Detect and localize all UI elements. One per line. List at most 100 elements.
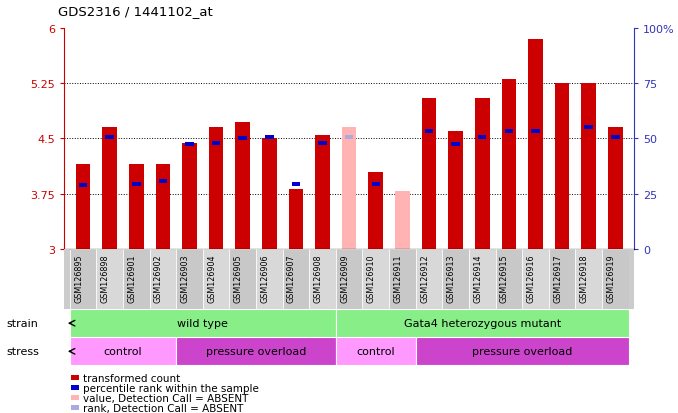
- Bar: [159, 180, 167, 184]
- Bar: [235, 123, 250, 249]
- Bar: [522, 249, 549, 309]
- Bar: [372, 183, 380, 187]
- Text: GSM126901: GSM126901: [127, 254, 136, 302]
- Bar: [185, 143, 194, 147]
- Bar: [576, 249, 602, 309]
- Bar: [105, 135, 114, 140]
- Text: GSM126912: GSM126912: [420, 254, 429, 302]
- Bar: [342, 128, 357, 249]
- Bar: [496, 249, 522, 309]
- Text: GSM126903: GSM126903: [180, 254, 189, 302]
- Text: GSM126906: GSM126906: [260, 254, 269, 302]
- Bar: [76, 165, 90, 249]
- Text: GSM126909: GSM126909: [340, 254, 349, 302]
- Bar: [64, 249, 70, 309]
- Text: GSM126919: GSM126919: [606, 254, 616, 302]
- Bar: [602, 249, 629, 309]
- Text: GSM126913: GSM126913: [447, 254, 456, 302]
- Text: GSM126914: GSM126914: [473, 254, 482, 302]
- Bar: [469, 249, 496, 309]
- Bar: [309, 249, 336, 309]
- Text: GSM126905: GSM126905: [234, 254, 243, 302]
- Text: rank, Detection Call = ABSENT: rank, Detection Call = ABSENT: [83, 403, 244, 413]
- Bar: [256, 249, 283, 309]
- Bar: [389, 249, 416, 309]
- Bar: [422, 98, 437, 249]
- Bar: [132, 183, 140, 187]
- Text: GSM126902: GSM126902: [154, 254, 163, 302]
- Text: GSM126916: GSM126916: [526, 254, 536, 302]
- Bar: [611, 135, 620, 140]
- Bar: [70, 309, 336, 337]
- Bar: [203, 249, 229, 309]
- Bar: [289, 189, 303, 249]
- Bar: [176, 337, 336, 366]
- Bar: [531, 130, 540, 134]
- Bar: [448, 132, 463, 249]
- Bar: [502, 80, 516, 249]
- Text: GSM126911: GSM126911: [393, 254, 403, 302]
- Text: GSM126904: GSM126904: [207, 254, 216, 302]
- Bar: [155, 165, 170, 249]
- Bar: [229, 249, 256, 309]
- Bar: [368, 172, 383, 249]
- Bar: [79, 183, 87, 188]
- Bar: [129, 165, 144, 249]
- Bar: [123, 249, 150, 309]
- Text: GSM126895: GSM126895: [74, 254, 83, 302]
- Bar: [504, 130, 513, 134]
- Bar: [176, 249, 203, 309]
- Text: value, Detection Call = ABSENT: value, Detection Call = ABSENT: [83, 393, 249, 403]
- Text: control: control: [104, 347, 142, 356]
- Bar: [265, 135, 274, 140]
- Text: control: control: [357, 347, 395, 356]
- Bar: [345, 135, 353, 140]
- Text: GSM126915: GSM126915: [500, 254, 509, 302]
- Bar: [182, 144, 197, 249]
- Bar: [70, 249, 96, 309]
- Text: pressure overload: pressure overload: [206, 347, 306, 356]
- Bar: [424, 130, 433, 134]
- Text: Gata4 heterozygous mutant: Gata4 heterozygous mutant: [403, 318, 561, 328]
- Bar: [416, 249, 442, 309]
- Bar: [549, 249, 576, 309]
- Bar: [336, 309, 629, 337]
- Bar: [209, 128, 224, 249]
- Text: wild type: wild type: [178, 318, 228, 328]
- Bar: [395, 192, 410, 249]
- Text: GSM126908: GSM126908: [313, 254, 323, 302]
- Bar: [315, 135, 330, 249]
- Bar: [336, 337, 416, 366]
- Bar: [102, 128, 117, 249]
- Text: pressure overload: pressure overload: [472, 347, 572, 356]
- Text: GSM126910: GSM126910: [367, 254, 376, 302]
- Bar: [475, 98, 490, 249]
- Bar: [363, 249, 389, 309]
- Bar: [581, 84, 596, 249]
- Bar: [70, 337, 176, 366]
- Bar: [212, 141, 220, 145]
- Bar: [528, 40, 543, 249]
- Text: GSM126898: GSM126898: [100, 254, 110, 302]
- Text: percentile rank within the sample: percentile rank within the sample: [83, 383, 259, 393]
- Bar: [318, 141, 327, 145]
- Bar: [629, 249, 634, 309]
- Bar: [150, 249, 176, 309]
- Bar: [283, 249, 309, 309]
- Bar: [416, 337, 629, 366]
- Text: GDS2316 / 1441102_at: GDS2316 / 1441102_at: [58, 5, 212, 18]
- Text: GSM126917: GSM126917: [553, 254, 562, 302]
- Bar: [555, 84, 570, 249]
- Bar: [478, 135, 487, 140]
- Bar: [452, 143, 460, 147]
- Text: transformed count: transformed count: [83, 373, 180, 383]
- Bar: [336, 249, 363, 309]
- Text: strain: strain: [7, 318, 39, 328]
- Text: GSM126907: GSM126907: [287, 254, 296, 302]
- Bar: [292, 183, 300, 187]
- Bar: [239, 137, 247, 141]
- Bar: [96, 249, 123, 309]
- Bar: [608, 128, 622, 249]
- Text: stress: stress: [7, 347, 39, 356]
- Text: GSM126918: GSM126918: [580, 254, 589, 302]
